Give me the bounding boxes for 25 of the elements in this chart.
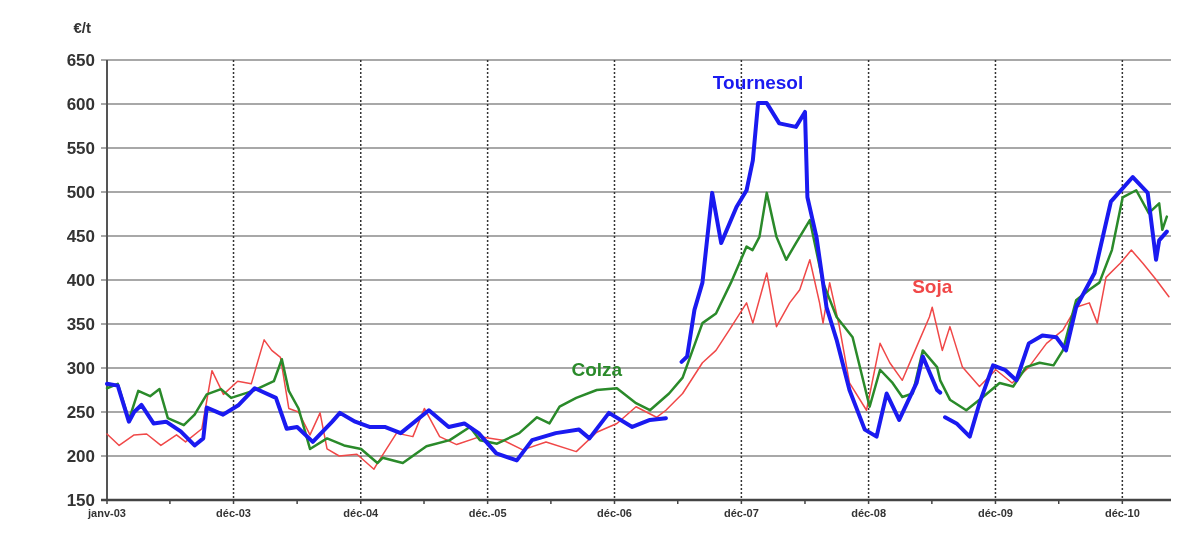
y-tick-label: 550 [66,139,95,158]
y-tick-label: 200 [66,447,95,466]
y-tick-label: 650 [66,51,95,70]
series-label: Colza [571,359,623,380]
y-axis-title: €/t [73,19,91,36]
x-tick-label: déc-09 [978,507,1013,519]
line-series [106,249,1170,470]
y-tick-label: 500 [66,183,95,202]
x-tick-label: déc-06 [597,507,632,519]
series-label: Soja [912,276,953,298]
y-tick-label: 350 [66,315,95,334]
x-tick-label: déc-03 [216,507,251,519]
y-tick-label: 150 [66,491,95,510]
x-tick-label: déc-08 [851,507,887,519]
y-tick-label: 600 [66,95,95,114]
series-label: Tournesol [712,72,804,94]
x-tick-label: janv-03 [87,507,126,519]
x-tick-label: déc-10 [1104,507,1140,519]
x-tick-label: déc-04 [343,507,380,519]
y-tick-label: 300 [66,359,95,378]
y-tick-label: 250 [66,403,95,422]
y-tick-label: 400 [66,271,95,290]
x-tick-label: déc.-05 [468,507,507,519]
y-tick-label: 450 [66,227,95,246]
x-tick-label: déc-07 [723,507,759,519]
